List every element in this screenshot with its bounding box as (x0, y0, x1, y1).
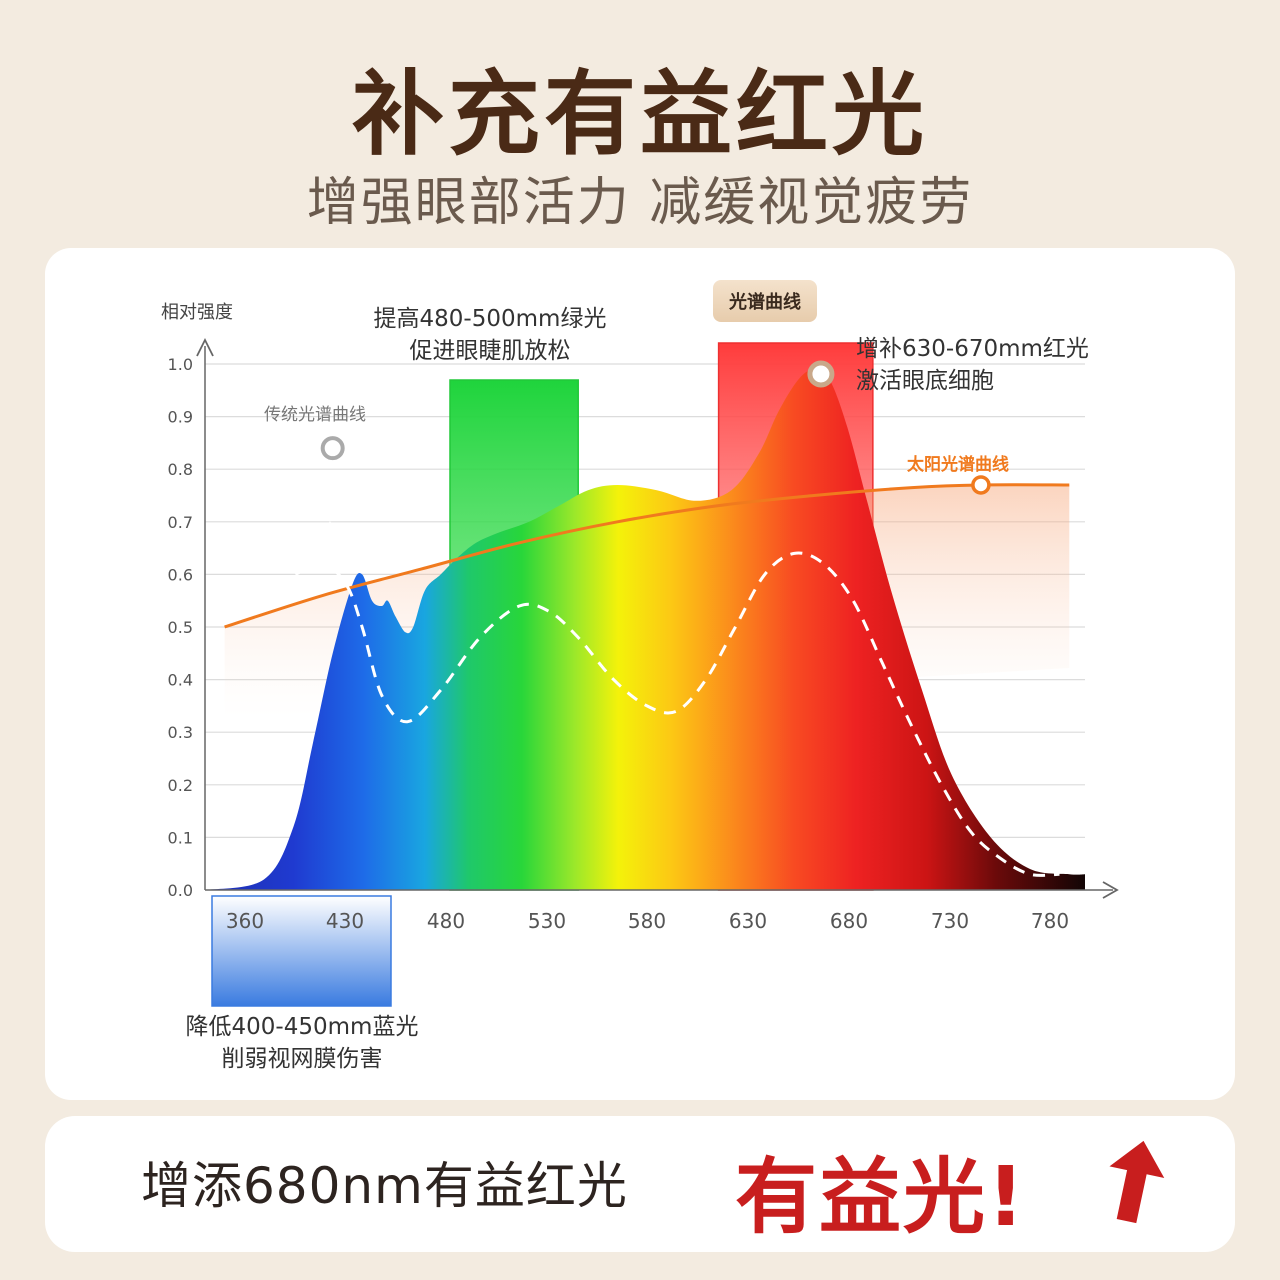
spectrum-chart: 0.0 0.1 0.2 0.3 0.4 0.5 0.6 0.7 0.8 0.9 1.0 相对强度 360… (161, 280, 1119, 1072)
arrow-up-icon (1109, 1140, 1165, 1224)
spectrum-tag-label: 光谱曲线 (728, 291, 801, 313)
green-annotation-line2: 促进眼睫肌放松 (410, 338, 571, 364)
x-axis-arrow (1102, 881, 1119, 899)
y-tick-label: 0.1 (168, 828, 193, 847)
blue-annotation-line2: 削弱视网膜伤害 (222, 1046, 383, 1072)
x-tick-label: 360 (226, 909, 264, 933)
y-tick-label: 0.3 (168, 723, 193, 742)
bottom-slogan: 增添680nm有益红光 (141, 1157, 628, 1215)
y-axis-arrow (196, 337, 214, 357)
x-tick-label: 530 (528, 909, 566, 933)
y-axis-label: 相对强度 (161, 302, 233, 323)
y-tick-label: 0.7 (168, 513, 193, 532)
x-tick-label: 630 (729, 909, 767, 933)
x-tick-label: 730 (931, 909, 969, 933)
page-subtitle: 增强眼部活力 减缓视觉疲劳 (306, 173, 974, 233)
sunlight-curve-label: 太阳光谱曲线 (907, 454, 1009, 475)
y-tick-label: 0.4 (168, 671, 193, 690)
y-tick-label: 0.8 (168, 460, 193, 479)
red-annotation-line2: 激活眼底细胞 (856, 368, 994, 394)
x-tick-label: 430 (326, 909, 364, 933)
y-tick-label: 0.9 (168, 408, 193, 427)
bottom-highlight: 有益光! (735, 1150, 1027, 1245)
sunlight-curve (224, 483, 1070, 629)
red-annotation-line1: 增补630-670mm红光 (856, 336, 1089, 362)
x-tick-label: 580 (628, 909, 666, 933)
traditional-curve-label: 传统光谱曲线 (264, 405, 366, 425)
bottom-banner: 增添680nm有益红光 有益光! (45, 1116, 1235, 1252)
chart-card: 0.0 0.1 0.2 0.3 0.4 0.5 0.6 0.7 0.8 0.9 1.0 相对强度 360… (45, 248, 1235, 1100)
blue-band (211, 895, 392, 1007)
spectrum-marker (807, 360, 835, 388)
green-annotation-line1: 提高480-500mm绿光 (374, 306, 607, 332)
spectrum-tag (713, 280, 817, 322)
traditional-curve (294, 551, 1060, 877)
page-title: 补充有益红光 (351, 61, 928, 168)
y-tick-label: 0.5 (168, 618, 193, 637)
x-tick-label: 480 (427, 909, 465, 933)
x-tick-label: 780 (1031, 909, 1069, 933)
y-tick-label: 0.2 (168, 776, 193, 795)
sunlight-marker (971, 475, 991, 495)
traditional-connector (325, 479, 334, 575)
y-tick-label: 0.6 (168, 565, 193, 584)
blue-annotation-line1: 降低400-450mm蓝光 (186, 1014, 419, 1040)
y-tick-label: 1.0 (168, 355, 193, 374)
x-tick-label: 680 (830, 909, 868, 933)
traditional-marker (320, 436, 345, 461)
spectrum-area (205, 369, 1085, 890)
y-tick-label: 0.0 (168, 881, 193, 900)
